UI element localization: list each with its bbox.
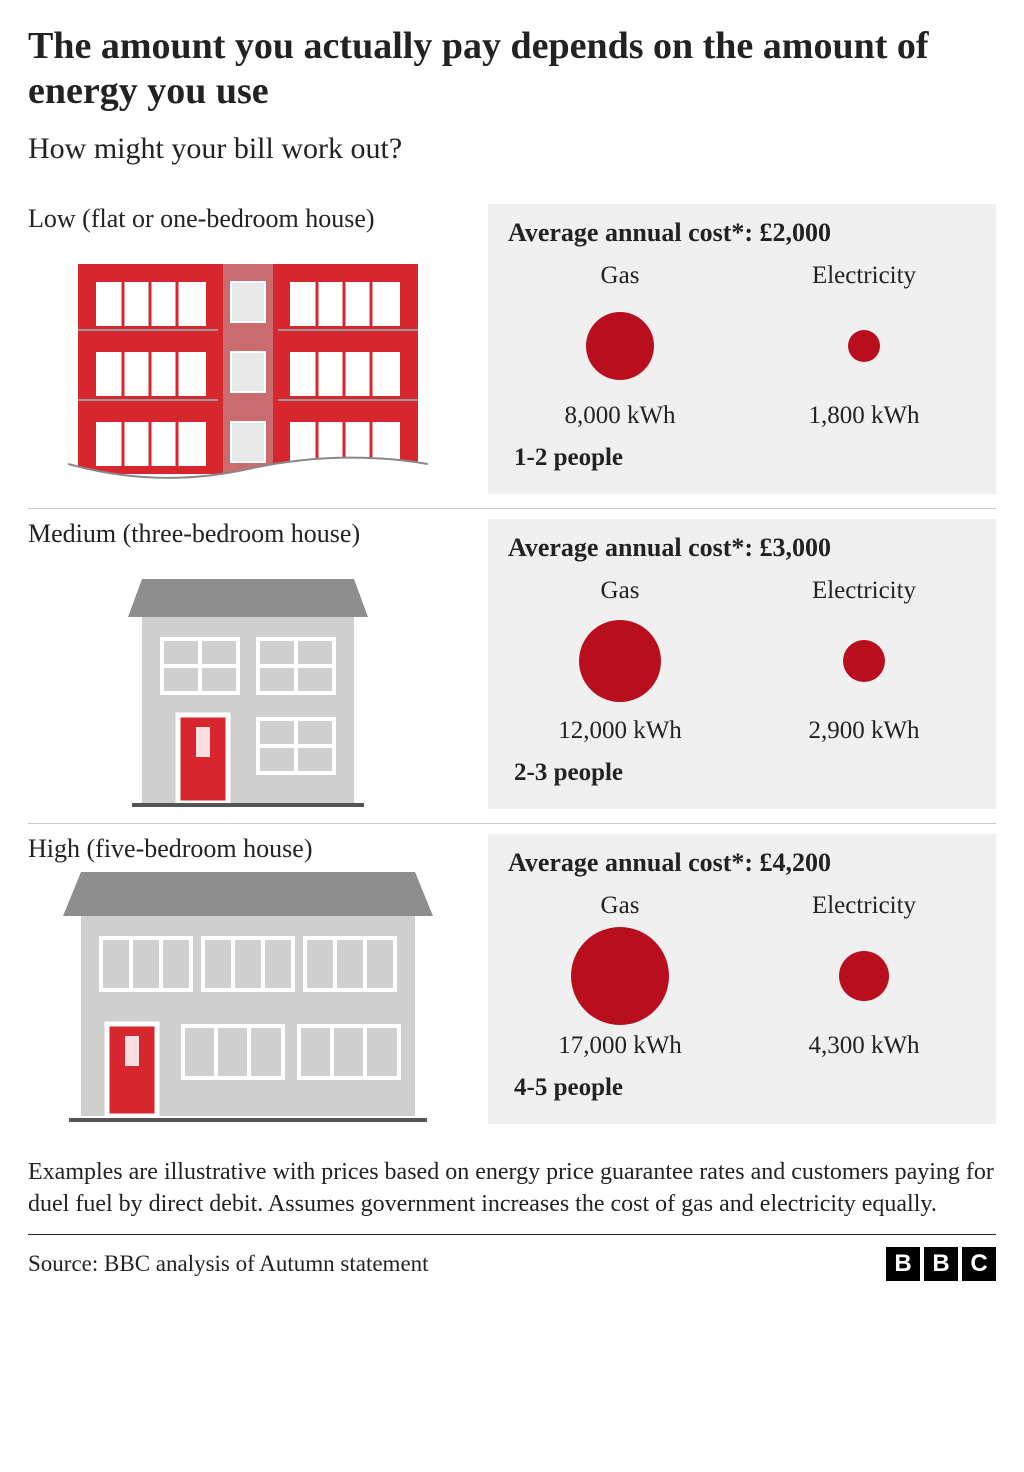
bbc-letter: B (924, 1247, 958, 1281)
gas-kwh: 17,000 kWh (558, 1032, 682, 1060)
gas-label: Gas (601, 892, 640, 920)
circle-slot (839, 926, 889, 1026)
circle-slot (579, 611, 661, 711)
tier-data-panel: Average annual cost*: £4,200 Gas 17,000 … (488, 834, 996, 1124)
gas-label: Gas (601, 262, 640, 290)
gas-column: Gas 8,000 kWh (508, 262, 732, 430)
electricity-circle-icon (839, 951, 889, 1001)
tier-row-high: High (five-bedroom house) (28, 824, 996, 1138)
electricity-circle-icon (843, 640, 885, 682)
energy-circles: Gas 8,000 kWh Electricity 1,800 kWh (508, 262, 976, 430)
cost-label: Average annual cost*: £2,000 (508, 218, 976, 248)
tier-desc: (three-bedroom house) (123, 519, 361, 548)
bbc-letter: C (962, 1247, 996, 1281)
gas-circle-icon (586, 312, 654, 380)
tier-desc: (flat or one-bedroom house) (82, 204, 374, 233)
gas-column: Gas 12,000 kWh (508, 577, 732, 745)
flat-illustration (28, 244, 468, 494)
gas-column: Gas 17,000 kWh (508, 892, 732, 1060)
electricity-kwh: 4,300 kWh (808, 1032, 919, 1060)
gas-circle-icon (579, 620, 661, 702)
page-title: The amount you actually pay depends on t… (28, 24, 996, 114)
energy-circles: Gas 12,000 kWh Electricity 2,900 kWh (508, 577, 976, 745)
electricity-kwh: 2,900 kWh (808, 717, 919, 745)
flat-icon (68, 264, 428, 494)
infographic-container: The amount you actually pay depends on t… (0, 0, 1024, 1299)
energy-circles: Gas 17,000 kWh Electricity 4,300 kWh (508, 892, 976, 1060)
electricity-column: Electricity 2,900 kWh (752, 577, 976, 745)
footnote-text: Examples are illustrative with prices ba… (28, 1156, 996, 1221)
electricity-label: Electricity (812, 892, 916, 920)
electricity-label: Electricity (812, 577, 916, 605)
tier-name: Low (28, 204, 76, 233)
people-label: 2-3 people (508, 759, 976, 787)
source-text: Source: BBC analysis of Autumn statement (28, 1251, 429, 1277)
tier-name: Medium (28, 519, 116, 548)
tier-row-medium: Medium (three-bedroom house) (28, 509, 996, 823)
tier-left: High (five-bedroom house) (28, 834, 468, 1124)
cost-label: Average annual cost*: £3,000 (508, 533, 976, 563)
electricity-column: Electricity 4,300 kWh (752, 892, 976, 1060)
house-medium-illustration (28, 559, 468, 809)
circle-slot (586, 296, 654, 396)
electricity-circle-icon (848, 330, 880, 362)
gas-label: Gas (601, 577, 640, 605)
tier-row-low: Low (flat or one-bedroom house) (28, 194, 996, 508)
circle-slot (848, 296, 880, 396)
tier-data-panel: Average annual cost*: £2,000 Gas 8,000 k… (488, 204, 996, 494)
electricity-label: Electricity (812, 262, 916, 290)
circle-slot (843, 611, 885, 711)
tier-label: Low (flat or one-bedroom house) (28, 204, 468, 234)
tier-data-panel: Average annual cost*: £3,000 Gas 12,000 … (488, 519, 996, 809)
bbc-letter: B (886, 1247, 920, 1281)
people-label: 4-5 people (508, 1074, 976, 1102)
gas-circle-icon (571, 927, 669, 1025)
people-label: 1-2 people (508, 444, 976, 472)
house-large-icon (53, 854, 443, 1124)
page-subtitle: How might your bill work out? (28, 132, 996, 166)
tier-label: Medium (three-bedroom house) (28, 519, 468, 549)
cost-label: Average annual cost*: £4,200 (508, 848, 976, 878)
gas-kwh: 8,000 kWh (564, 402, 675, 430)
house-large-illustration (28, 874, 468, 1124)
gas-kwh: 12,000 kWh (558, 717, 682, 745)
house-medium-icon (108, 559, 388, 809)
tier-left: Low (flat or one-bedroom house) (28, 204, 468, 494)
footer: Source: BBC analysis of Autumn statement… (28, 1235, 996, 1299)
circle-slot (571, 926, 669, 1026)
electricity-column: Electricity 1,800 kWh (752, 262, 976, 430)
tier-left: Medium (three-bedroom house) (28, 519, 468, 809)
bbc-logo-icon: B B C (886, 1247, 996, 1281)
electricity-kwh: 1,800 kWh (808, 402, 919, 430)
